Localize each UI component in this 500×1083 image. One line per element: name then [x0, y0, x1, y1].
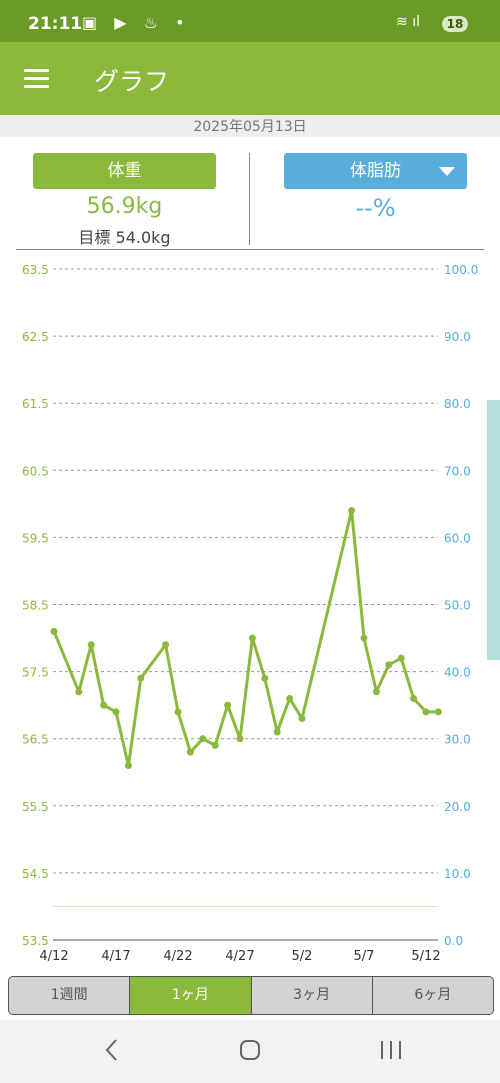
- y-right-tick-label: 100.0: [444, 263, 478, 277]
- data-point: [348, 507, 356, 515]
- data-point: [248, 634, 256, 642]
- data-point: [298, 715, 306, 723]
- date-display: 2025年05月13日: [0, 115, 500, 137]
- data-point: [273, 728, 281, 736]
- status-bar: 21:11 ▣ ▶ ♨ • ≋ ıl 18: [0, 0, 500, 42]
- dropdown-arrow-icon: [439, 167, 455, 176]
- data-point: [100, 701, 108, 709]
- data-point: [236, 735, 244, 743]
- x-tick-label: 4/27: [225, 949, 254, 964]
- tab-2[interactable]: 1ヶ月: [130, 977, 252, 1014]
- divider: [249, 153, 250, 245]
- data-point: [397, 654, 405, 662]
- data-point: [162, 641, 170, 649]
- y-left-tick-label: 58.5: [22, 599, 49, 613]
- period-tabs: 1週間 1ヶ月 3ヶ月 6ヶ月: [8, 976, 494, 1015]
- y-right-tick-label: 80.0: [444, 397, 471, 411]
- y-left-tick-label: 53.5: [22, 934, 49, 948]
- tab-4[interactable]: 6ヶ月: [414, 987, 452, 1003]
- app-bar: グラフ: [0, 42, 500, 115]
- data-point: [372, 688, 380, 696]
- y-left-tick-label: 59.5: [22, 531, 49, 545]
- x-tick-label: 5/7: [354, 949, 375, 964]
- home-icon[interactable]: [239, 1039, 261, 1061]
- data-point: [434, 708, 442, 716]
- weight-series-line: [52, 509, 439, 768]
- y-right-tick-label: 70.0: [444, 464, 471, 478]
- target-weight: 目標 54.0kg: [78, 228, 171, 247]
- weight-button[interactable]: 体重: [33, 153, 216, 189]
- y-right-tick-label: 60.0: [444, 531, 471, 545]
- x-tick-label: 4/17: [101, 949, 130, 964]
- y-left-tick-label: 57.5: [22, 666, 49, 680]
- notification-icons: ▣ ▶ ♨ •: [82, 13, 191, 32]
- hamburger-menu-icon[interactable]: [24, 69, 49, 89]
- data-point: [186, 748, 194, 756]
- data-point: [422, 708, 430, 716]
- data-point: [385, 661, 393, 669]
- data-point: [112, 708, 120, 716]
- data-point: [174, 708, 182, 716]
- y-left-tick-label: 55.5: [22, 800, 49, 814]
- y-left-tick-label: 62.5: [22, 330, 49, 344]
- x-tick-label: 4/12: [39, 949, 68, 964]
- data-point: [360, 634, 368, 642]
- tab-3[interactable]: 3ヶ月: [252, 977, 373, 1014]
- body-fat-value: --%: [355, 194, 396, 222]
- data-point: [211, 741, 219, 749]
- data-point: [224, 701, 232, 709]
- y-left-tick-label: 56.5: [22, 733, 49, 747]
- x-tick-label: 5/12: [411, 949, 440, 964]
- y-right-tick-label: 10.0: [444, 867, 471, 881]
- y-left-tick-label: 61.5: [22, 397, 49, 411]
- weight-value: 56.9kg: [86, 194, 163, 219]
- y-right-tick-label: 20.0: [444, 800, 471, 814]
- data-point: [124, 762, 132, 770]
- data-point: [261, 674, 269, 682]
- data-point: [199, 735, 207, 743]
- x-tick-label: 4/22: [163, 949, 192, 964]
- data-point: [137, 674, 145, 682]
- data-point: [87, 641, 95, 649]
- y-left-tick-label: 54.5: [22, 867, 49, 881]
- tab-1[interactable]: 1週間: [9, 977, 131, 1014]
- y-right-tick-label: 0.0: [444, 934, 463, 948]
- battery-icon: 18: [442, 16, 468, 32]
- page-title: グラフ: [94, 67, 170, 96]
- weight-chart: 63.5 100.0 62.5 90.0 61.5 80.0 60.5 70.0 59.5 60.…: [22, 263, 478, 964]
- y-right-tick-label: 50.0: [444, 599, 471, 613]
- data-point: [410, 694, 418, 702]
- y-left-tick-label: 63.5: [22, 263, 49, 277]
- divider: [16, 249, 484, 250]
- wifi-icon: ≋ ıl: [396, 14, 420, 30]
- y-right-tick-label: 40.0: [444, 666, 471, 680]
- recent-apps-icon[interactable]: [378, 1039, 404, 1061]
- body-fat-dropdown[interactable]: 体脂肪: [284, 153, 467, 189]
- y-right-tick-label: 30.0: [444, 733, 471, 747]
- navigation-bar: [0, 1020, 500, 1083]
- data-point: [50, 627, 58, 635]
- status-time: 21:11: [28, 14, 83, 34]
- data-point: [75, 688, 83, 696]
- x-tick-label: 5/2: [292, 949, 313, 964]
- y-right-tick-label: 90.0: [444, 330, 471, 344]
- y-left-tick-label: 60.5: [22, 464, 49, 478]
- side-panel-handle[interactable]: [487, 400, 500, 660]
- body-fat-label: 体脂肪: [350, 161, 401, 181]
- back-icon[interactable]: [100, 1037, 126, 1063]
- data-point: [286, 694, 294, 702]
